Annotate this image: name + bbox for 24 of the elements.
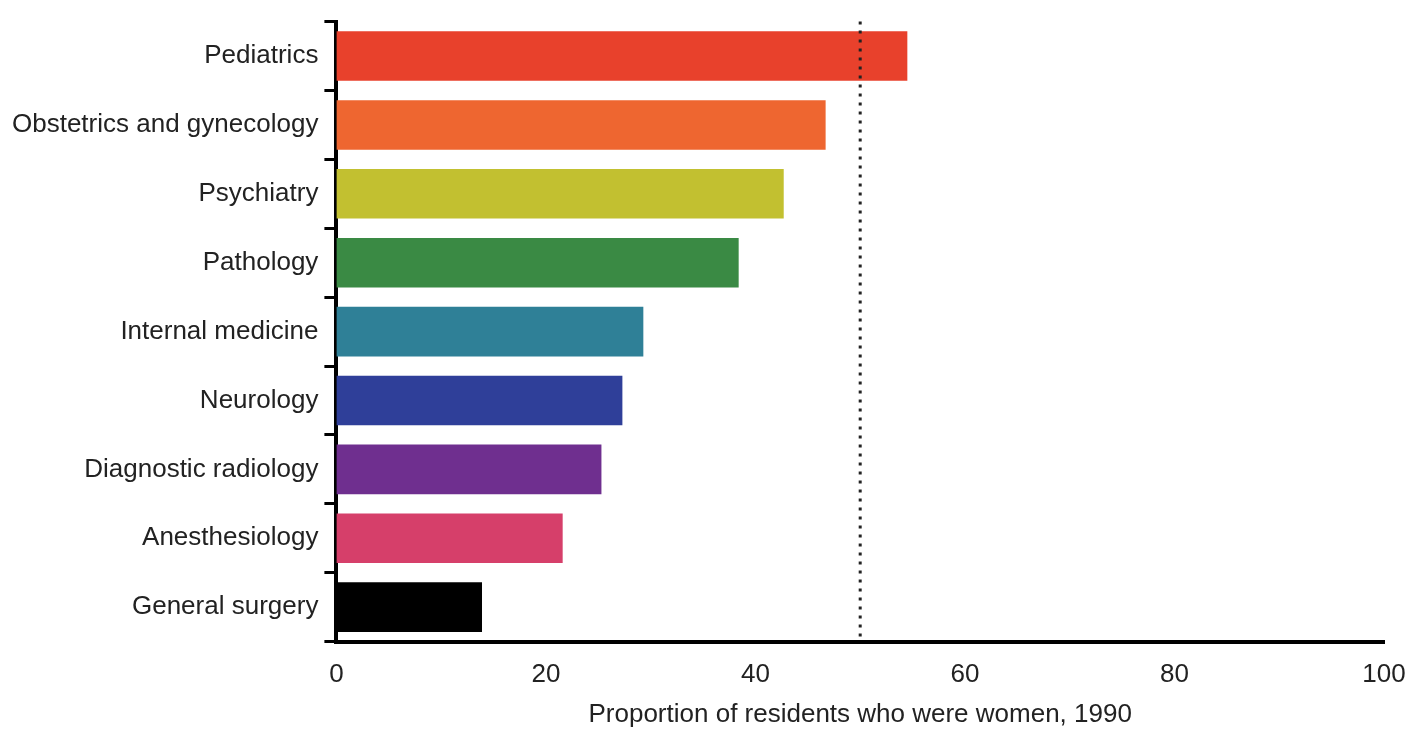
y-tick-label: Anesthesiology — [142, 521, 319, 552]
x-tick-label: 80 — [1160, 658, 1189, 689]
x-tick-label: 0 — [329, 658, 344, 689]
bar — [336, 375, 623, 426]
y-tick-label: Diagnostic radiology — [84, 452, 319, 483]
x-tick-label: 20 — [531, 658, 561, 689]
y-tick-label: Neurology — [199, 383, 319, 414]
x-tick-label: 40 — [740, 658, 770, 689]
y-tick-label: Obstetrics and gynecology — [12, 108, 319, 139]
bar — [336, 100, 826, 150]
x-axis-title: Proportion of residents who were women, 1990 — [588, 697, 1132, 728]
y-tick-label: Psychiatry — [198, 176, 319, 207]
y-tick-label: Pediatrics — [204, 39, 319, 70]
bar — [336, 169, 784, 219]
bar — [336, 31, 908, 81]
y-tick-label: Internal medicine — [120, 314, 319, 345]
bar — [336, 513, 563, 564]
x-tick-label: 60 — [950, 658, 980, 689]
bar — [336, 237, 739, 288]
x-tick-label: 100 — [1362, 658, 1406, 689]
bar — [336, 444, 602, 495]
bar — [336, 306, 644, 357]
y-tick-label: General surgery — [131, 590, 319, 621]
y-tick-label: Pathology — [202, 245, 319, 276]
